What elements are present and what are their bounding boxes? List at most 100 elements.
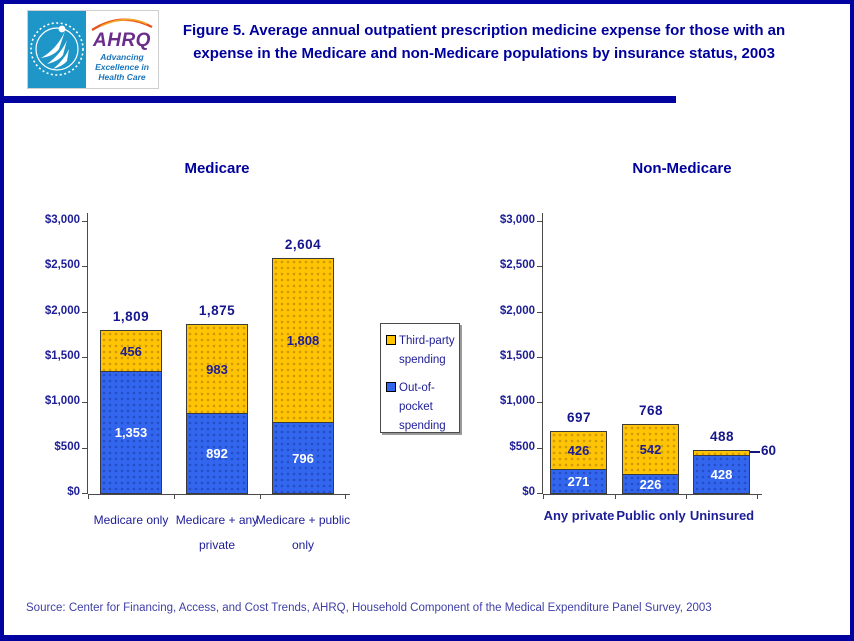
third-party-value-label: 456 [120, 343, 142, 359]
x-axis-tick [615, 494, 616, 499]
source-note: Source: Center for Financing, Access, an… [26, 602, 712, 614]
x-axis-line [543, 494, 762, 495]
third-party-value-label: 426 [567, 443, 590, 458]
stacked-bar: 456 1,353 [100, 330, 162, 494]
y-axis-tick [82, 266, 87, 267]
non-medicare-bar-chart: $0 $500 $1,000 $1,500 $2,000 $2,500 $3,000 426 2… [500, 213, 776, 523]
out-of-pocket-value-label: 271 [567, 474, 590, 489]
third-party-value-label: 1,808 [286, 333, 320, 348]
y-axis-tick-label: $3,000 [44, 214, 80, 226]
header-divider [4, 96, 676, 103]
out-of-pocket-value-label: 796 [292, 450, 314, 466]
third-party-value-label: 542 [639, 442, 662, 457]
chart-legend: Third-party spending Out-of-pocket spend… [380, 323, 460, 433]
third-party-value-label: 60 [761, 443, 777, 458]
y-axis-tick-label: $1,000 [499, 395, 535, 407]
figure-title: Figure 5. Average annual outpatient pres… [182, 22, 786, 62]
y-axis-tick [82, 357, 87, 358]
out-of-pocket-value-label: 226 [639, 476, 662, 492]
y-axis-tick-label: $1,000 [44, 395, 80, 407]
x-axis-tick [260, 494, 261, 499]
x-axis-category-label: Medicare only [93, 513, 169, 527]
bar-total-label: 1,875 [198, 303, 236, 318]
bar-total-label: 1,809 [112, 309, 150, 324]
y-axis-tick-label: $2,000 [44, 305, 80, 317]
stacked-bar: 983 892 [186, 324, 248, 494]
y-axis-tick [537, 402, 542, 403]
x-axis-category-label: Public only [616, 508, 686, 523]
y-axis-line [87, 213, 88, 494]
out-of-pocket-value-label: 892 [206, 446, 228, 461]
x-axis-line [88, 494, 350, 495]
out-of-pocket-segment: 1,353 [101, 372, 161, 493]
ahrq-logo-text: AHRQ Advancing Excellence in Health Care [86, 11, 158, 88]
x-axis-tick [543, 494, 544, 499]
x-axis-tick [757, 494, 758, 499]
y-axis-tick [537, 448, 542, 449]
out-of-pocket-value-label: 428 [710, 467, 733, 482]
x-axis-category-label: Any private [543, 508, 615, 523]
bar-total-label: 697 [566, 410, 592, 425]
third-party-swatch-icon [386, 335, 396, 345]
y-axis-tick [537, 357, 542, 358]
y-axis-line [542, 213, 543, 494]
out-of-pocket-segment: 428 [694, 456, 749, 493]
out-of-pocket-segment: 892 [187, 414, 247, 493]
ahrq-hhs-logo: AHRQ Advancing Excellence in Health Care [27, 10, 159, 89]
bar-total-label: 768 [638, 403, 664, 418]
out-of-pocket-value-label: 1,353 [114, 425, 148, 440]
bar-total-label: 2,604 [284, 237, 322, 252]
y-axis-tick-label: $2,500 [44, 259, 80, 271]
y-axis-tick-label: $1,500 [499, 350, 535, 362]
third-party-segment [694, 451, 749, 456]
ahrq-wordmark: AHRQ [93, 30, 151, 52]
bar-total-label: 488 [709, 429, 735, 444]
ahrq-arc-icon [91, 18, 153, 32]
stacked-bar: 1,808 796 [272, 258, 334, 494]
out-of-pocket-segment: 796 [273, 423, 333, 493]
x-axis-tick [686, 494, 687, 499]
stacked-bar: 428 [693, 450, 750, 494]
x-axis-category-label: Uninsured [689, 508, 755, 523]
y-axis-tick [82, 493, 87, 494]
y-axis-tick-label: $2,000 [499, 305, 535, 317]
legend-item-third-party: Third-party spending [386, 332, 455, 370]
y-axis-tick [82, 402, 87, 403]
hhs-eagle-icon [28, 11, 86, 88]
medicare-bar-chart: $0 $500 $1,000 $1,500 $2,000 $2,500 $3,000 456 1… [45, 213, 350, 552]
y-axis-tick [82, 312, 87, 313]
chart-title-non-medicare: Non-Medicare [632, 160, 732, 177]
y-axis-tick [537, 266, 542, 267]
y-axis-tick [537, 493, 542, 494]
third-party-segment: 456 [101, 331, 161, 372]
y-axis-tick [82, 221, 87, 222]
third-party-segment: 983 [187, 325, 247, 414]
stacked-bar: 426 271 [550, 431, 607, 494]
y-axis-tick-label: $2,500 [499, 259, 535, 271]
out-of-pocket-segment: 226 [623, 475, 678, 493]
x-axis-category-label: Medicare + any private [175, 513, 259, 552]
legend-item-out-of-pocket: Out-of-pocket spending [386, 379, 455, 436]
y-axis-tick-label: $3,000 [499, 214, 535, 226]
y-axis-tick-label: $500 [54, 441, 80, 453]
legend-label: Out-of-pocket spending [399, 381, 446, 432]
y-axis-tick-label: $500 [509, 441, 535, 453]
third-party-value-label: 983 [206, 361, 228, 377]
third-party-segment: 542 [623, 425, 678, 475]
x-axis-category-label: Medicare + public only [255, 513, 351, 552]
y-axis-tick-label: $1,500 [44, 350, 80, 362]
out-of-pocket-swatch-icon [386, 381, 396, 392]
stacked-bar: 542 226 [622, 424, 679, 494]
chart-title-medicare: Medicare [184, 160, 250, 177]
callout-leader-line [750, 451, 760, 453]
y-axis-tick [537, 312, 542, 313]
y-axis-tick [537, 221, 542, 222]
legend-label: Third-party spending [399, 335, 455, 366]
y-axis-tick-label: $0 [67, 486, 80, 498]
x-axis-tick [174, 494, 175, 499]
x-axis-tick [88, 494, 89, 499]
x-axis-tick [345, 494, 346, 499]
y-axis-tick-label: $0 [522, 486, 535, 498]
ahrq-tagline: Advancing Excellence in Health Care [95, 52, 149, 82]
